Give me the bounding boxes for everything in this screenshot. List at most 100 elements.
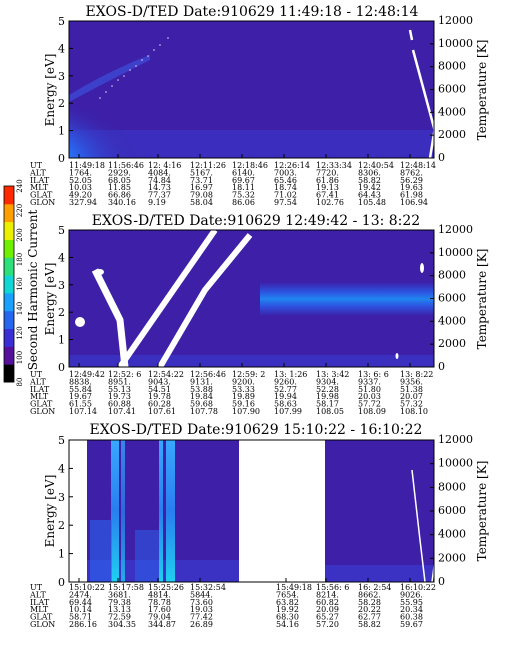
table-cell: 51.80 bbox=[358, 385, 381, 394]
table-cell: 13.13 bbox=[108, 605, 131, 614]
table-cell: 12:54:22 bbox=[148, 370, 184, 379]
table-cell: 57.20 bbox=[316, 620, 339, 629]
table-cell: 108.10 bbox=[400, 407, 428, 416]
table-cell: 107.90 bbox=[232, 407, 260, 416]
ylabel-2: Energy [eV] bbox=[43, 263, 57, 336]
white-blob-2e bbox=[395, 353, 399, 359]
table-cell: 58.71 bbox=[69, 613, 92, 622]
colorbar-cell bbox=[4, 186, 14, 205]
table-cell: 10.03 bbox=[69, 183, 92, 192]
table-cell: 8662. bbox=[358, 590, 381, 599]
y2label-1: Temperature [K] bbox=[475, 40, 489, 141]
colorbar-frame bbox=[3, 185, 15, 383]
table-cell: 107.14 bbox=[69, 407, 97, 416]
colorbar-cell bbox=[4, 221, 14, 240]
table-cell: 107.78 bbox=[190, 407, 218, 416]
colorbar-cell bbox=[4, 328, 14, 347]
panel-1: EXOS-D/TED Date:910629 11:49:18 - 12:48:… bbox=[29, 4, 489, 207]
row-label: ILAT bbox=[30, 176, 50, 185]
colorbar-cell bbox=[4, 203, 14, 223]
table-cell: 16:10:22 bbox=[400, 583, 436, 592]
table-cell: 8838. bbox=[69, 377, 92, 386]
table-cell: 9356. bbox=[400, 377, 423, 386]
white-blob-2b bbox=[96, 269, 104, 275]
table-cell: 108.09 bbox=[358, 407, 386, 416]
table-cell: 59.67 bbox=[400, 620, 423, 629]
table-cell: 73.60 bbox=[190, 598, 213, 607]
table-cell: 107.41 bbox=[108, 407, 136, 416]
table-cell: 11.85 bbox=[108, 183, 131, 192]
y2ticks-3: 0 2000 4000 6000 8000 10000 12000 bbox=[430, 433, 473, 588]
table-cell: 58.82 bbox=[358, 176, 381, 185]
table-cell: 55.84 bbox=[69, 385, 92, 394]
table-cell: 10.14 bbox=[69, 605, 92, 614]
table-cell: 58.28 bbox=[358, 598, 381, 607]
y2tick-label: 10000 bbox=[438, 246, 473, 259]
table-cell: 59.68 bbox=[190, 400, 213, 409]
white-blob-2d bbox=[420, 263, 424, 273]
row-label: GLAT bbox=[30, 191, 53, 200]
y2tick-label: 0 bbox=[438, 575, 445, 588]
table-cell: 9304. bbox=[316, 377, 339, 386]
table-cell: 107.99 bbox=[274, 407, 302, 416]
table-cell: 19.84 bbox=[190, 392, 213, 401]
row-label: UT bbox=[30, 161, 43, 170]
table-cell: 79.08 bbox=[190, 191, 213, 200]
white-trace-2b bbox=[91, 268, 129, 367]
table-cell: 53.33 bbox=[232, 385, 255, 394]
table-cell: 8214. bbox=[316, 590, 339, 599]
table-cell: 61.86 bbox=[316, 176, 339, 185]
table-cell: 16: 2:54 bbox=[358, 583, 391, 592]
table-cell: 5844. bbox=[190, 590, 213, 599]
table-cell: 7720. bbox=[316, 168, 339, 177]
table-cell: 11:49:18 bbox=[69, 161, 105, 170]
table-cell: 71.02 bbox=[274, 191, 297, 200]
y2ticks-1: 0 2000 4000 6000 8000 10000 12000 bbox=[430, 14, 473, 164]
table-cell: 58.04 bbox=[190, 198, 213, 207]
yticks-2: 0 1 2 3 4 5 bbox=[58, 224, 73, 374]
table-cell: 14.73 bbox=[148, 183, 171, 192]
table-cell: 9.19 bbox=[148, 198, 166, 207]
table-cell: 19.63 bbox=[400, 183, 423, 192]
table-cell: 4084. bbox=[148, 168, 171, 177]
y2tick-label: 4000 bbox=[438, 314, 466, 327]
white-trace-3a bbox=[411, 469, 426, 582]
yticks-1: 0 1 2 3 4 5 bbox=[58, 15, 73, 165]
table-cell: 69.44 bbox=[69, 598, 92, 607]
row-label: UT bbox=[30, 370, 43, 379]
ytick-label: 5 bbox=[58, 224, 65, 237]
colorbar: 80 100 120 140 160 180 200 220 240 Second Harmon… bbox=[3, 179, 40, 387]
y2tick-label: 8000 bbox=[438, 60, 466, 73]
colorbar-tick-label: 100 bbox=[16, 351, 24, 364]
table-cell: 108.05 bbox=[316, 407, 344, 416]
y2label-2: Temperature [K] bbox=[475, 249, 489, 350]
row-label: UT bbox=[30, 583, 43, 592]
table-cell: 286.16 bbox=[69, 620, 97, 629]
table-cell: 12:52: 6 bbox=[108, 370, 141, 379]
colorbar-cell bbox=[4, 239, 14, 258]
row-label: GLON bbox=[30, 198, 55, 207]
y2tick-label: 10000 bbox=[438, 457, 473, 470]
table-cell: 65.27 bbox=[316, 613, 339, 622]
table-cell: 8951. bbox=[108, 377, 131, 386]
spike-3c bbox=[159, 440, 163, 582]
table-cell: 15:17:58 bbox=[108, 583, 144, 592]
row-label: ILAT bbox=[30, 385, 50, 394]
table-cell: 52.05 bbox=[69, 176, 92, 185]
table-cell: 86.06 bbox=[232, 198, 255, 207]
colorbar-tick-label: 80 bbox=[16, 378, 24, 387]
table-cell: 12:33:34 bbox=[316, 161, 352, 170]
table-cell: 65.46 bbox=[274, 176, 297, 185]
table-cell: 59.16 bbox=[232, 400, 255, 409]
data-block-3b bbox=[325, 440, 434, 582]
white-blob-2a bbox=[75, 317, 85, 327]
table-cell: 7654. bbox=[276, 590, 299, 599]
ytick-label: 4 bbox=[58, 462, 65, 475]
colorbar-tick-label: 200 bbox=[16, 228, 24, 241]
table-cell: 8306. bbox=[358, 168, 381, 177]
table-cell: 1764. bbox=[69, 168, 92, 177]
table-cell: 51.38 bbox=[400, 385, 423, 394]
y2tick-label: 8000 bbox=[438, 269, 466, 282]
table-cell: 15:10:22 bbox=[69, 583, 105, 592]
table-cell: 4814. bbox=[148, 590, 171, 599]
